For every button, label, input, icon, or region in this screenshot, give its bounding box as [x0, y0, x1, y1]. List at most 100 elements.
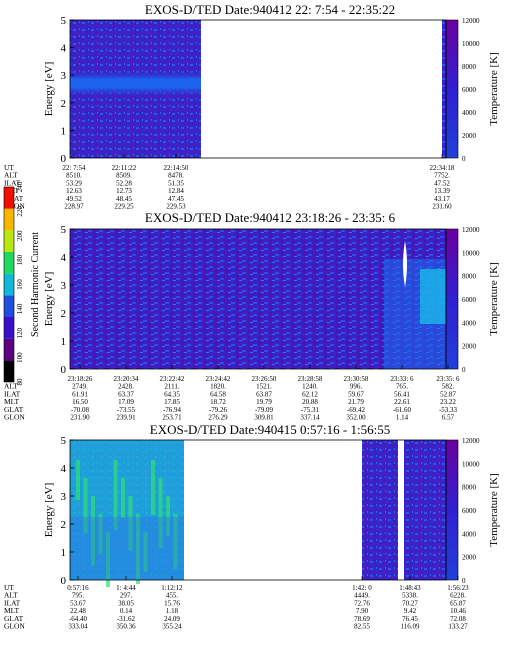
y-axis-label: Energy [eV] [43, 483, 55, 537]
row-value-ilat: 70.27 [402, 599, 418, 607]
row-label-ilat: ILAT [4, 598, 21, 607]
current-colorbar-segment [4, 273, 14, 296]
temperature-tick-label: 0 [462, 577, 466, 585]
temperature-tick-label: 6000 [462, 296, 477, 304]
row-label-ilat: ILAT [4, 178, 21, 187]
row-value-mlt: 20.88 [302, 398, 318, 406]
row-value-mlt: 17.09 [118, 398, 134, 406]
row-value-ut: 23:18:26 [68, 375, 93, 383]
row-value-mlt: 10.46 [450, 607, 466, 615]
row-value-mlt: 19.79 [256, 398, 272, 406]
row-value-glon: 6.57 [442, 414, 455, 422]
row-value-alt: 8478. [168, 172, 184, 180]
temperature-tick-label: 4000 [462, 109, 477, 117]
current-tick-label: 120 [16, 328, 24, 339]
y-tick-label: 3 [61, 70, 67, 82]
row-value-glat: 47.45 [168, 195, 184, 203]
row-value-glat: 78.69 [354, 615, 370, 623]
row-value-ilat: 59.67 [348, 390, 364, 398]
temperature-tick-label: 10000 [462, 249, 480, 257]
row-value-glon: 133.27 [448, 623, 468, 631]
row-value-alt: 6228. [450, 592, 466, 600]
temperature-colorbar [445, 19, 459, 159]
row-value-alt: 765. [396, 383, 409, 391]
plot-frame [69, 439, 447, 581]
temperature-tick-label: 4000 [462, 319, 477, 327]
row-value-mlt: 18.72 [210, 398, 226, 406]
plot-frame [69, 228, 447, 370]
row-value-glat: 43.17 [434, 195, 450, 203]
flux-streak [151, 460, 155, 515]
y-tick-label: 3 [61, 491, 67, 503]
row-value-mlt: 12.63 [66, 187, 82, 195]
row-value-mlt: 23.22 [440, 398, 456, 406]
row-value-alt: 1820. [210, 383, 226, 391]
row-value-glat: 24.09 [164, 615, 180, 623]
row-value-glon: 228.97 [64, 203, 84, 211]
row-value-glat: -31.62 [117, 615, 136, 623]
row-value-mlt: 21.79 [348, 398, 364, 406]
row-value-ut: 1:48:43 [399, 584, 421, 592]
current-colorbar-segment [4, 338, 14, 361]
saturation-mark [403, 241, 407, 287]
row-value-glon: 239.91 [116, 414, 136, 422]
y-tick-label: 1 [61, 336, 67, 348]
row-value-glon: 1.14 [396, 414, 409, 422]
row-value-ilat: 53.67 [70, 599, 86, 607]
row-value-mlt: 17.85 [164, 398, 180, 406]
current-colorbar-segment [4, 208, 14, 231]
row-label-alt: ALT [4, 171, 18, 180]
row-value-ilat: 15.76 [164, 599, 180, 607]
row-value-ilat: 63.87 [256, 390, 272, 398]
row-value-ilat: 65.87 [450, 599, 466, 607]
current-colorbar-segment [4, 317, 14, 339]
row-value-glat: -53.33 [439, 406, 458, 414]
row-value-glon: 333.04 [68, 623, 88, 631]
row-value-glon: 229.53 [166, 203, 186, 211]
panel-3: EXOS-D/TED Date:940415 0:57:16 - 1:56:55… [4, 422, 500, 631]
row-value-ut: 0:57:16 [67, 584, 89, 592]
row-value-alt: 5338. [402, 592, 418, 600]
row-value-ut: 23:33: 6 [390, 375, 414, 383]
temperature-tick-label: 12000 [462, 437, 480, 445]
row-value-ut: 23:26:50 [252, 375, 277, 383]
panel-2: EXOS-D/TED Date:940412 23:18:26 - 23:35:… [4, 210, 500, 422]
row-value-mlt: 22.48 [70, 607, 86, 615]
row-label-ilat: ILAT [4, 389, 21, 398]
row-value-ut: 1:42: 0 [352, 584, 372, 592]
row-value-ut: 23:28:58 [298, 375, 323, 383]
plot-frame [69, 19, 447, 159]
temperature-tick-label: 4000 [462, 530, 477, 538]
panel-title: EXOS-D/TED Date:940415 0:57:16 - 1:56:55 [150, 422, 390, 437]
y-tick-label: 0 [61, 364, 67, 376]
row-value-glat: -79.26 [209, 406, 228, 414]
current-tick-label: 200 [16, 230, 24, 241]
row-value-glat: -76.94 [163, 406, 182, 414]
row-value-glat: -69.42 [347, 406, 366, 414]
flux-streak [128, 496, 133, 551]
row-value-ilat: 64.58 [210, 390, 226, 398]
y-tick-label: 5 [61, 15, 67, 27]
row-label-glat: GLAT [4, 614, 24, 623]
row-value-mlt: 22.61 [394, 398, 410, 406]
row-value-glat: -64.40 [69, 615, 88, 623]
flux-streak [136, 514, 140, 584]
spectrogram-block [362, 440, 398, 580]
flux-streak [98, 514, 103, 554]
row-value-mlt: 9.42 [404, 607, 417, 615]
current-tick-label: 240 [16, 181, 24, 192]
row-value-ut: 1:56:23 [447, 584, 469, 592]
current-colorbar-label: Second Harmonic Current [30, 232, 41, 337]
row-value-glat: -61.60 [393, 406, 412, 414]
current-tick-label: 100 [16, 352, 24, 363]
temperature-tick-label: 8000 [462, 273, 477, 281]
temperature-tick-label: 12000 [462, 17, 480, 25]
row-value-alt: 2749. [72, 383, 88, 391]
row-value-glat: 49.52 [66, 195, 82, 203]
y-tick-label: 5 [61, 435, 67, 447]
row-value-alt: 1240. [302, 383, 318, 391]
current-colorbar-segment [4, 252, 14, 274]
temperature-axis-label: Temperature [K] [488, 52, 500, 125]
row-value-glat: -75.31 [301, 406, 320, 414]
